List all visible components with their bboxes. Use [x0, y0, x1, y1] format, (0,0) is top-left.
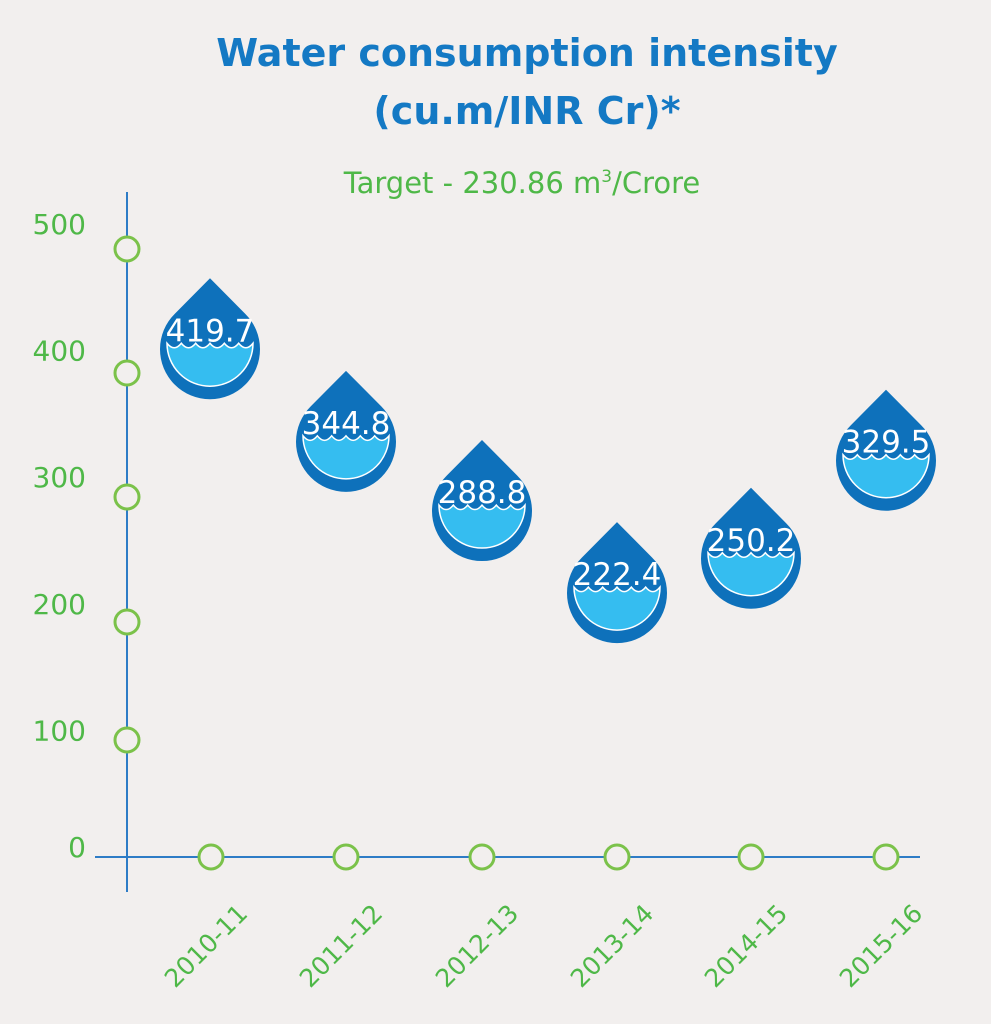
circle-marker-icon — [113, 608, 141, 636]
value-label: 344.8 — [302, 406, 391, 442]
chart-title-line-1: Water consumption intensity — [216, 31, 838, 75]
circle-marker-icon — [737, 843, 765, 871]
y-tick-label: 200 — [33, 588, 86, 621]
circle-marker-icon — [113, 726, 141, 754]
x-tick-label: 2010-11 — [159, 899, 253, 993]
y-tick-label: 100 — [33, 714, 86, 747]
drop-water — [302, 433, 390, 480]
drop-water — [707, 550, 795, 597]
x-tick-label: 2011-12 — [294, 899, 388, 993]
chart-title-line-2: (cu.m/INR Cr)* — [373, 89, 680, 133]
x-tick-label: 2012-13 — [430, 899, 524, 993]
x-axis-ticks: 2010-11 2011-12 2012-13 2013-14 2014-15 2015-… — [159, 843, 928, 993]
circle-marker-icon — [332, 843, 360, 871]
x-tick-label: 2014-15 — [699, 899, 793, 993]
chart-subtitle: Target - 230.86 m3/Crore — [343, 166, 701, 200]
y-axis-ticks: 0 100 200 300 400 500 — [33, 208, 141, 864]
y-tick-label: 400 — [33, 335, 86, 368]
circle-marker-icon — [872, 843, 900, 871]
circle-marker-icon — [113, 235, 141, 263]
x-tick-label: 2013-14 — [565, 899, 659, 993]
x-tick-label: 2015-16 — [834, 899, 928, 993]
circle-marker-icon — [113, 359, 141, 387]
water-drop-icon: 288.8 — [432, 440, 532, 562]
water-drop-icon: 250.2 — [701, 487, 802, 609]
water-drop-icon: 329.5 — [836, 389, 936, 511]
value-label: 329.5 — [842, 425, 931, 461]
circle-marker-icon — [603, 843, 631, 871]
value-label: 419.7 — [166, 313, 255, 349]
drop-water — [166, 341, 254, 387]
y-tick-label: 0 — [68, 831, 86, 864]
value-drops: 419.7 344.8 288.8 222.4 250.2 329.5 — [160, 278, 936, 644]
circle-marker-icon — [197, 843, 225, 871]
drop-water — [438, 502, 526, 549]
y-tick-label: 500 — [33, 208, 86, 241]
water-drop-icon: 344.8 — [296, 370, 397, 492]
subtitle-suffix: /Crore — [612, 166, 700, 200]
subtitle-prefix: Target - 230.86 m — [343, 166, 602, 200]
drop-water — [842, 452, 930, 499]
circle-marker-icon — [113, 483, 141, 511]
subtitle-superscript: 3 — [601, 167, 612, 187]
value-label: 222.4 — [573, 557, 662, 593]
circle-marker-icon — [468, 843, 496, 871]
value-label: 250.2 — [707, 523, 796, 559]
y-tick-label: 300 — [33, 461, 86, 494]
drop-water — [573, 584, 661, 631]
water-drop-icon: 419.7 — [160, 278, 260, 400]
value-label: 288.8 — [438, 475, 527, 511]
water-drop-icon: 222.4 — [567, 522, 667, 644]
